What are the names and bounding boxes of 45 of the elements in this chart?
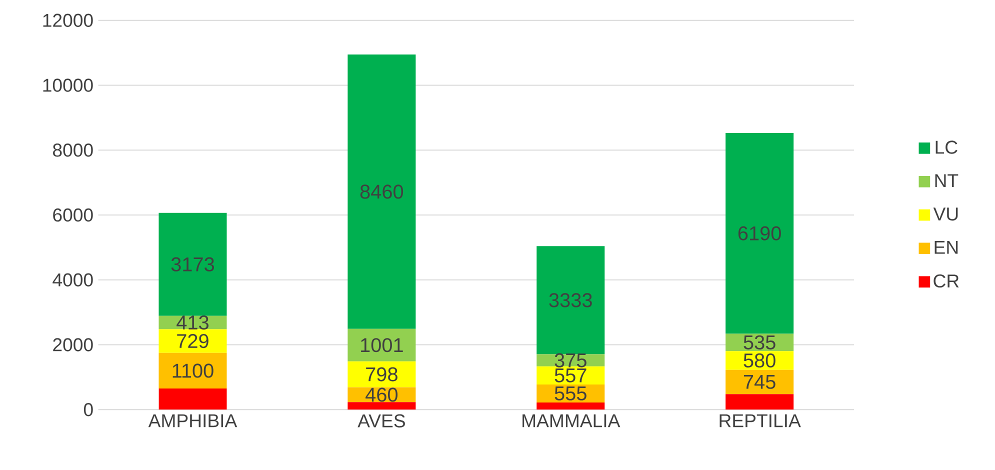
bar xyxy=(726,132,794,334)
x-tick-label: AMPHIBIA xyxy=(148,414,238,428)
y-tick-label: 12000 xyxy=(43,14,93,27)
bar xyxy=(536,246,605,354)
bar xyxy=(536,402,605,410)
bar xyxy=(726,370,794,394)
y-tick-label: 8000 xyxy=(53,144,93,157)
y-tick-label: 2000 xyxy=(53,338,93,352)
legend-label: VU xyxy=(933,208,958,221)
y-tick-label: 4000 xyxy=(52,273,93,286)
y-tick-label: 10000 xyxy=(43,78,93,92)
x-tick-label: AVES xyxy=(358,414,405,428)
legend-label: CR xyxy=(934,274,959,288)
y-tick-label: 0 xyxy=(84,402,93,416)
bar xyxy=(726,394,794,410)
data-label: 413 xyxy=(176,315,208,330)
legend-label: NT xyxy=(935,174,958,187)
data-label: 1001 xyxy=(361,338,403,352)
data-label: 557 xyxy=(554,368,586,382)
bar xyxy=(348,361,416,388)
bar xyxy=(348,328,416,362)
bar xyxy=(348,402,416,410)
bar xyxy=(158,212,227,316)
x-tick-label: REPTILIA xyxy=(720,414,801,428)
data-label: 580 xyxy=(744,353,776,368)
legend-label: EN xyxy=(934,240,958,254)
data-label: 3333 xyxy=(549,293,592,308)
bar xyxy=(158,352,227,388)
bar xyxy=(158,388,227,410)
bar xyxy=(158,329,227,353)
data-label: 798 xyxy=(366,367,398,382)
bar xyxy=(348,54,416,329)
data-label: 3173 xyxy=(171,257,214,272)
data-label: 729 xyxy=(177,334,208,348)
data-label: 745 xyxy=(744,374,776,389)
y-tick-label: 6000 xyxy=(53,208,93,222)
legend-label: LC xyxy=(936,140,958,154)
data-label: 375 xyxy=(554,353,586,368)
data-label: 460 xyxy=(366,388,398,402)
data-label: 555 xyxy=(554,386,586,400)
data-label: 6190 xyxy=(738,226,781,240)
data-label: 1100 xyxy=(172,364,214,378)
data-label: 8460 xyxy=(360,184,404,199)
x-tick-label: MAMMALIA xyxy=(522,414,620,428)
data-label: 535 xyxy=(744,335,776,350)
